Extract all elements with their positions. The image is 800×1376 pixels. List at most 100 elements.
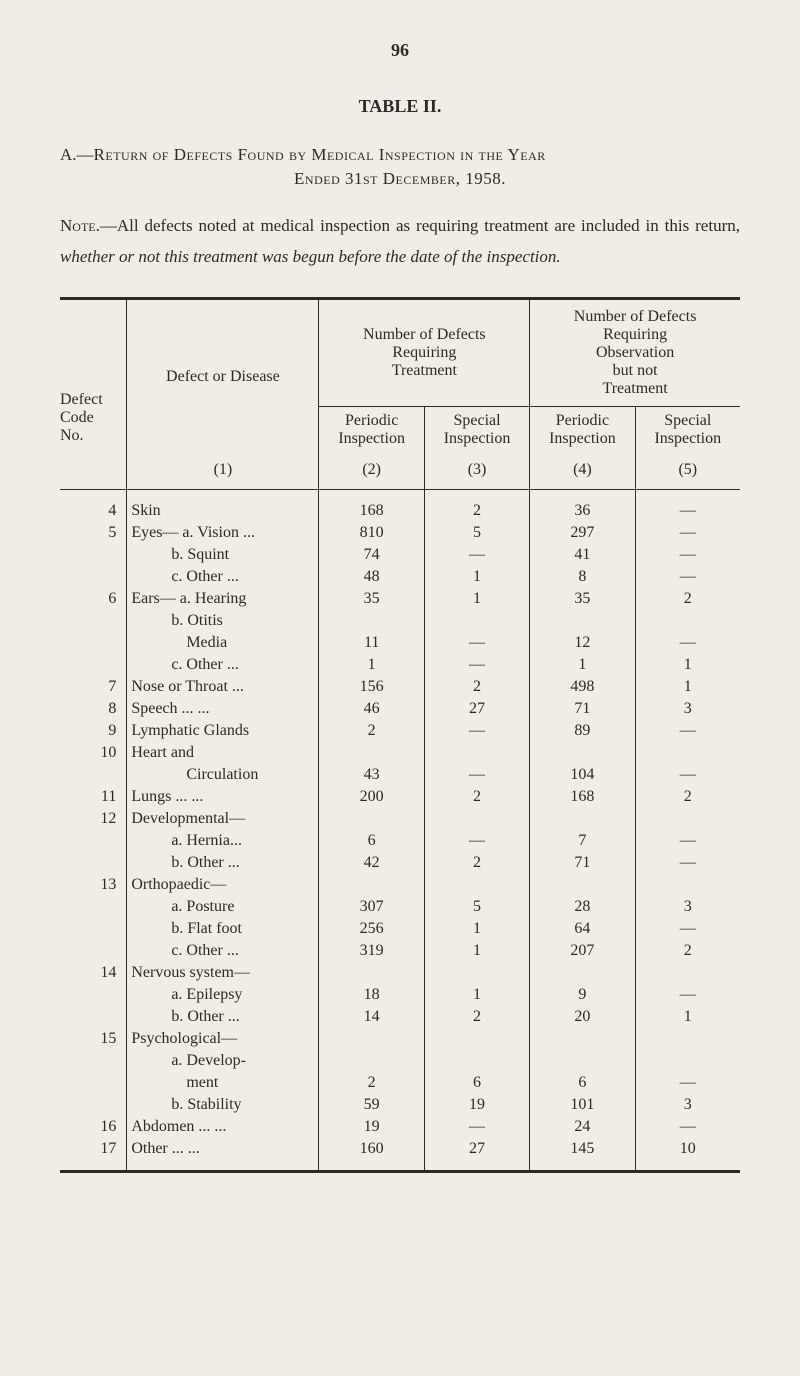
cell-value: 14 [319, 1006, 424, 1028]
table-row: 10Heart and [60, 742, 740, 764]
cell-value: — [635, 764, 740, 786]
cell-value [319, 962, 424, 984]
table-row: 5Eyes— a. Vision ...8105297— [60, 522, 740, 544]
cell-label: b. Stability [127, 1094, 319, 1116]
cell-value: — [635, 1072, 740, 1094]
note-text: —All defects noted at medical inspection… [100, 216, 740, 235]
cell-code [60, 1050, 127, 1072]
cell-value: 74 [319, 544, 424, 566]
document-page: 96 TABLE II. A.—Return of Defects Found … [0, 0, 800, 1376]
cell-value: 207 [530, 940, 635, 962]
cell-value: 2 [635, 786, 740, 808]
cell-label: Lungs ... ... [127, 786, 319, 808]
cell-value [319, 742, 424, 764]
cell-value [530, 742, 635, 764]
table-row: b. Other ...142201 [60, 1006, 740, 1028]
cell-value: 71 [530, 698, 635, 720]
cell-value: 101 [530, 1094, 635, 1116]
cell-value: 48 [319, 566, 424, 588]
cell-value [530, 1050, 635, 1072]
cell-value: 156 [319, 676, 424, 698]
cell-value: — [424, 764, 529, 786]
cell-value: — [424, 830, 529, 852]
header-col5: (5) [635, 453, 740, 490]
cell-value: — [635, 852, 740, 874]
table-row: b. Squint74—41— [60, 544, 740, 566]
cell-value: 36 [530, 500, 635, 522]
cell-code [60, 610, 127, 632]
cell-value: 297 [530, 522, 635, 544]
table-row: b. Other ...42271— [60, 852, 740, 874]
cell-value: 319 [319, 940, 424, 962]
cell-value [635, 874, 740, 896]
cell-value: 6 [424, 1072, 529, 1094]
cell-code: 16 [60, 1116, 127, 1138]
cell-value [319, 610, 424, 632]
cell-value: 5 [424, 896, 529, 918]
cell-value: 12 [530, 632, 635, 654]
cell-value: 200 [319, 786, 424, 808]
section-subheading: Ended 31st December, 1958. [60, 169, 740, 189]
cell-value: 3 [635, 1094, 740, 1116]
cell-code: 17 [60, 1138, 127, 1160]
cell-value: 2 [635, 588, 740, 610]
cell-value: 498 [530, 676, 635, 698]
cell-value [424, 962, 529, 984]
header-periodic-1: Periodic Inspection [319, 407, 424, 454]
cell-value: 160 [319, 1138, 424, 1160]
cell-code: 8 [60, 698, 127, 720]
header-col2: (2) [319, 453, 424, 490]
cell-code [60, 830, 127, 852]
defects-table: Defect Code No. Defect or Disease Number… [60, 297, 740, 1173]
cell-value: 6 [319, 830, 424, 852]
cell-value: 307 [319, 896, 424, 918]
table-row: b. Otitis [60, 610, 740, 632]
cell-value: 41 [530, 544, 635, 566]
cell-value: 2 [424, 786, 529, 808]
table-row: a. Develop- [60, 1050, 740, 1072]
cell-value: — [635, 1116, 740, 1138]
cell-code [60, 940, 127, 962]
cell-value: 810 [319, 522, 424, 544]
cell-label: Abdomen ... ... [127, 1116, 319, 1138]
cell-value: — [635, 918, 740, 940]
cell-label: Nose or Throat ... [127, 676, 319, 698]
cell-value: 8 [530, 566, 635, 588]
cell-label: Speech ... ... [127, 698, 319, 720]
table-title: TABLE II. [60, 96, 740, 117]
cell-value: 35 [530, 588, 635, 610]
cell-value: 35 [319, 588, 424, 610]
cell-code: 5 [60, 522, 127, 544]
cell-label: Psychological— [127, 1028, 319, 1050]
table-row: b. Stability59191013 [60, 1094, 740, 1116]
page-number: 96 [60, 40, 740, 61]
table-row: a. Posture3075283 [60, 896, 740, 918]
cell-label: Eyes— a. Vision ... [127, 522, 319, 544]
cell-value: 2 [319, 720, 424, 742]
cell-label: b. Other ... [127, 852, 319, 874]
cell-value: 71 [530, 852, 635, 874]
header-periodic-2: Periodic Inspection [530, 407, 635, 454]
table-row: a. Hernia...6—7— [60, 830, 740, 852]
cell-value: 3 [635, 896, 740, 918]
cell-code [60, 1006, 127, 1028]
cell-label: c. Other ... [127, 654, 319, 676]
cell-code [60, 896, 127, 918]
cell-value: 1 [424, 918, 529, 940]
cell-value: 59 [319, 1094, 424, 1116]
cell-value: — [635, 566, 740, 588]
cell-label: b. Otitis [127, 610, 319, 632]
cell-label: Ears— a. Hearing [127, 588, 319, 610]
cell-value: 2 [424, 852, 529, 874]
cell-label: b. Squint [127, 544, 319, 566]
note-text-italic: whether or not this treatment was begun … [60, 247, 561, 266]
table-row: 9Lymphatic Glands2—89— [60, 720, 740, 742]
table-row: a. Epilepsy1819— [60, 984, 740, 1006]
cell-value [530, 874, 635, 896]
cell-value: — [635, 830, 740, 852]
cell-value: — [635, 522, 740, 544]
cell-value: 20 [530, 1006, 635, 1028]
cell-value: 1 [635, 654, 740, 676]
cell-code [60, 544, 127, 566]
cell-value: — [424, 544, 529, 566]
